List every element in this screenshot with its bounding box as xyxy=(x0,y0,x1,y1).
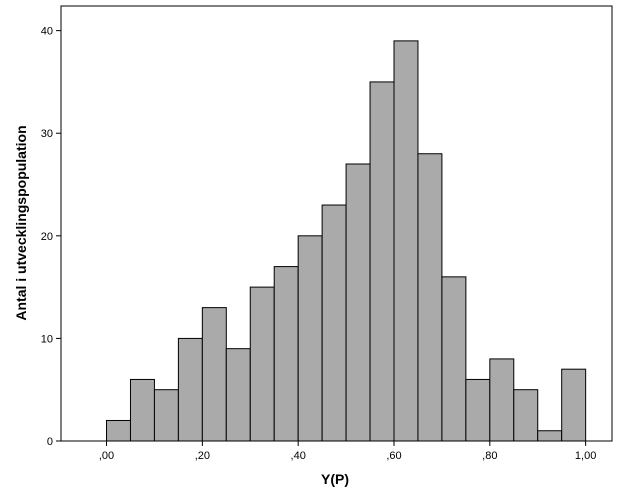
histogram-bar xyxy=(345,163,371,442)
y-tick-label: 20 xyxy=(41,231,53,243)
histogram-bar xyxy=(249,286,275,442)
y-tick-label: 0 xyxy=(47,436,53,448)
x-tick-label: ,20 xyxy=(195,450,210,462)
x-tick-label: ,80 xyxy=(482,450,497,462)
y-tick-label: 10 xyxy=(41,333,53,345)
histogram-bar xyxy=(393,40,419,442)
histogram-bar xyxy=(489,358,515,442)
x-tick-label: ,60 xyxy=(386,450,401,462)
y-tick-label: 40 xyxy=(41,26,53,38)
histogram-bar xyxy=(106,419,131,442)
histogram-bar xyxy=(129,378,155,442)
y-tick-label: 30 xyxy=(41,128,53,140)
histogram-bar xyxy=(513,389,539,442)
histogram-bar xyxy=(441,276,467,442)
y-axis: 0 10 20 30 40 xyxy=(41,26,61,448)
histogram-bar xyxy=(273,266,299,442)
histogram-bar xyxy=(177,337,203,442)
histogram-bar xyxy=(225,348,251,442)
histogram-bar xyxy=(369,81,395,442)
histogram-bar xyxy=(537,430,563,442)
histogram-bar xyxy=(417,153,443,442)
x-tick-label: ,00 xyxy=(99,450,114,462)
histogram-bar xyxy=(153,389,179,442)
histogram-bar xyxy=(297,235,323,442)
histogram-bar xyxy=(561,368,587,442)
x-tick-label: ,40 xyxy=(291,450,306,462)
histogram-bar xyxy=(321,204,347,442)
x-tick-label: 1,00 xyxy=(575,450,596,462)
x-axis-title: Y(P) xyxy=(321,471,349,487)
histogram-bar xyxy=(201,307,227,442)
histogram-bar xyxy=(465,378,491,442)
bars-group xyxy=(106,40,587,442)
x-axis: ,00 ,20 ,40 ,60 ,80 1,00 xyxy=(99,441,596,462)
y-axis-title: Antal i utvecklingspopulation xyxy=(13,125,29,320)
